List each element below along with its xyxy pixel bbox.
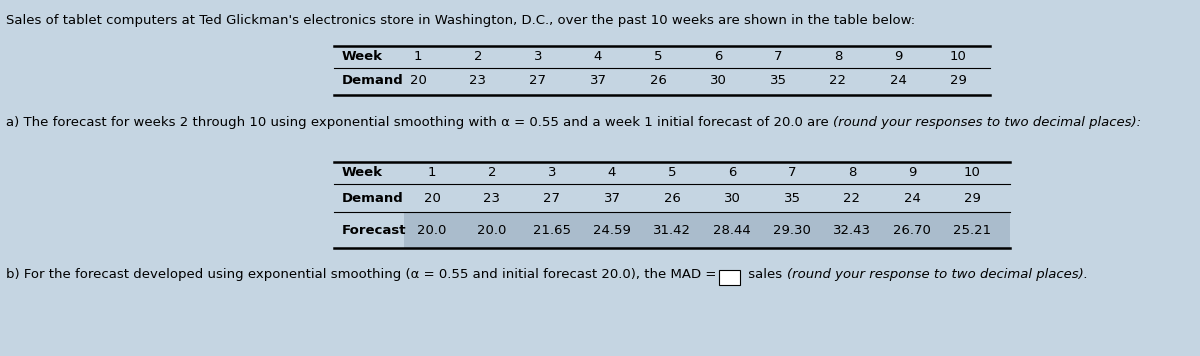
- Text: 9: 9: [908, 167, 916, 179]
- Text: 4: 4: [608, 167, 616, 179]
- Text: 32.43: 32.43: [833, 224, 871, 236]
- Text: 25.21: 25.21: [953, 224, 991, 236]
- Text: 26.70: 26.70: [893, 224, 931, 236]
- Text: 30: 30: [709, 74, 726, 88]
- Text: 5: 5: [667, 167, 677, 179]
- Text: Demand: Demand: [342, 74, 403, 88]
- Text: 29: 29: [949, 74, 966, 88]
- Text: 6: 6: [714, 51, 722, 63]
- Text: 35: 35: [769, 74, 786, 88]
- Text: 20.0: 20.0: [418, 224, 446, 236]
- Text: (round your responses to two decimal places):: (round your responses to two decimal pla…: [833, 116, 1141, 129]
- Text: 37: 37: [589, 74, 606, 88]
- Text: Forecast: Forecast: [342, 224, 407, 236]
- Text: a) The forecast for weeks 2 through 10 using exponential smoothing with α = 0.55: a) The forecast for weeks 2 through 10 u…: [6, 116, 833, 129]
- Text: 20: 20: [424, 192, 440, 204]
- Text: Demand: Demand: [342, 192, 403, 204]
- Text: 31.42: 31.42: [653, 224, 691, 236]
- Text: 23: 23: [484, 192, 500, 204]
- Text: 29.30: 29.30: [773, 224, 811, 236]
- Text: 29: 29: [964, 192, 980, 204]
- Text: 8: 8: [834, 51, 842, 63]
- Text: 7: 7: [787, 167, 797, 179]
- Text: 26: 26: [649, 74, 666, 88]
- Text: 6: 6: [728, 167, 736, 179]
- Text: 27: 27: [544, 192, 560, 204]
- Text: Week: Week: [342, 51, 383, 63]
- Text: 1: 1: [427, 167, 437, 179]
- Text: 24: 24: [904, 192, 920, 204]
- Text: 4: 4: [594, 51, 602, 63]
- Text: 30: 30: [724, 192, 740, 204]
- Text: 24.59: 24.59: [593, 224, 631, 236]
- Text: 21.65: 21.65: [533, 224, 571, 236]
- Text: 35: 35: [784, 192, 800, 204]
- Text: 27: 27: [529, 74, 546, 88]
- Text: (round your response to two decimal places).: (round your response to two decimal plac…: [787, 268, 1087, 281]
- Text: b) For the forecast developed using exponential smoothing (α = 0.55 and initial : b) For the forecast developed using expo…: [6, 268, 716, 281]
- Text: 28.44: 28.44: [713, 224, 751, 236]
- Text: 10: 10: [964, 167, 980, 179]
- Text: 8: 8: [848, 167, 856, 179]
- Text: 3: 3: [547, 167, 557, 179]
- Text: 5: 5: [654, 51, 662, 63]
- Bar: [404, 212, 1010, 248]
- Text: 24: 24: [889, 74, 906, 88]
- FancyBboxPatch shape: [719, 269, 740, 284]
- Text: 37: 37: [604, 192, 620, 204]
- Text: sales: sales: [744, 268, 787, 281]
- Text: 3: 3: [534, 51, 542, 63]
- Text: 2: 2: [487, 167, 497, 179]
- Text: 10: 10: [949, 51, 966, 63]
- Text: 20: 20: [409, 74, 426, 88]
- Text: Week: Week: [342, 167, 383, 179]
- Text: 20.0: 20.0: [478, 224, 506, 236]
- Text: 26: 26: [664, 192, 680, 204]
- Text: 1: 1: [414, 51, 422, 63]
- Text: Sales of tablet computers at Ted Glickman's electronics store in Washington, D.C: Sales of tablet computers at Ted Glickma…: [6, 14, 916, 27]
- Text: 2: 2: [474, 51, 482, 63]
- Text: 22: 22: [829, 74, 846, 88]
- Text: 9: 9: [894, 51, 902, 63]
- Text: 22: 22: [844, 192, 860, 204]
- Text: 23: 23: [469, 74, 486, 88]
- Text: 7: 7: [774, 51, 782, 63]
